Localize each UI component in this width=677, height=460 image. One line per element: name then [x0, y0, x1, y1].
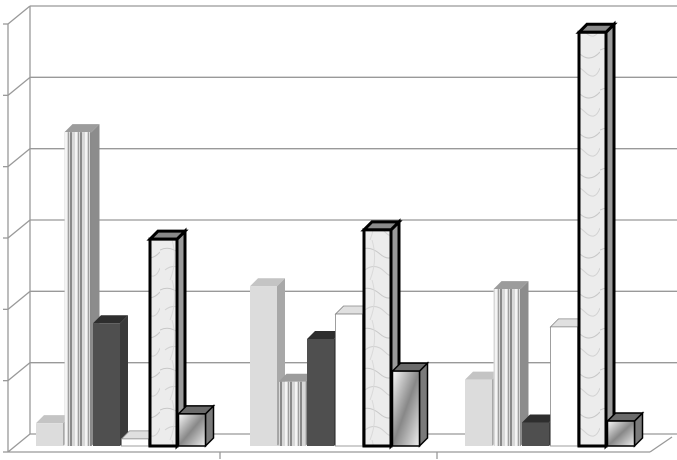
- bar-top: [250, 278, 285, 287]
- bar: [493, 281, 529, 446]
- bar-top: [93, 315, 128, 324]
- bar-front: [465, 379, 492, 446]
- gridline-side: [7, 362, 31, 382]
- gridline-side: [7, 76, 31, 96]
- bar-top: [307, 331, 342, 339]
- bar-front: [391, 370, 421, 447]
- bar-front: [493, 289, 521, 446]
- bar-front: [362, 228, 393, 448]
- bar-front: [36, 423, 63, 446]
- bar-front: [307, 339, 334, 446]
- bar-front: [93, 323, 120, 446]
- bar-top: [278, 373, 314, 382]
- bar-front: [577, 30, 608, 448]
- bar-top: [522, 414, 557, 423]
- bar-front: [550, 326, 578, 447]
- bar-front: [278, 381, 306, 446]
- bar-front: [121, 438, 149, 447]
- bar-front: [177, 413, 207, 447]
- bar: [575, 20, 618, 450]
- bar-front: [522, 422, 549, 446]
- bar-front: [606, 420, 636, 447]
- bar-front: [64, 132, 92, 446]
- bar: [605, 411, 645, 448]
- gridline-side: [7, 433, 31, 453]
- bar-front: [250, 286, 277, 446]
- bars: [36, 20, 645, 450]
- gridline-side: [7, 290, 31, 310]
- value-axis: [3, 23, 673, 459]
- gridlines: [7, 5, 677, 453]
- gridline-side: [7, 5, 31, 25]
- bar-top: [465, 371, 500, 380]
- bar-side: [120, 315, 128, 446]
- bar-front: [335, 313, 363, 447]
- bar-top: [36, 415, 71, 424]
- bar: [176, 404, 216, 448]
- bar-top: [64, 124, 100, 133]
- gridline-side: [7, 148, 31, 168]
- bar: [93, 315, 128, 446]
- floor-edge: [649, 436, 673, 453]
- bar-side: [520, 281, 529, 446]
- bar: [390, 361, 430, 448]
- bar-front: [148, 237, 179, 448]
- bar-side: [418, 361, 429, 448]
- bar-top: [493, 281, 529, 290]
- gridline-side: [7, 219, 31, 239]
